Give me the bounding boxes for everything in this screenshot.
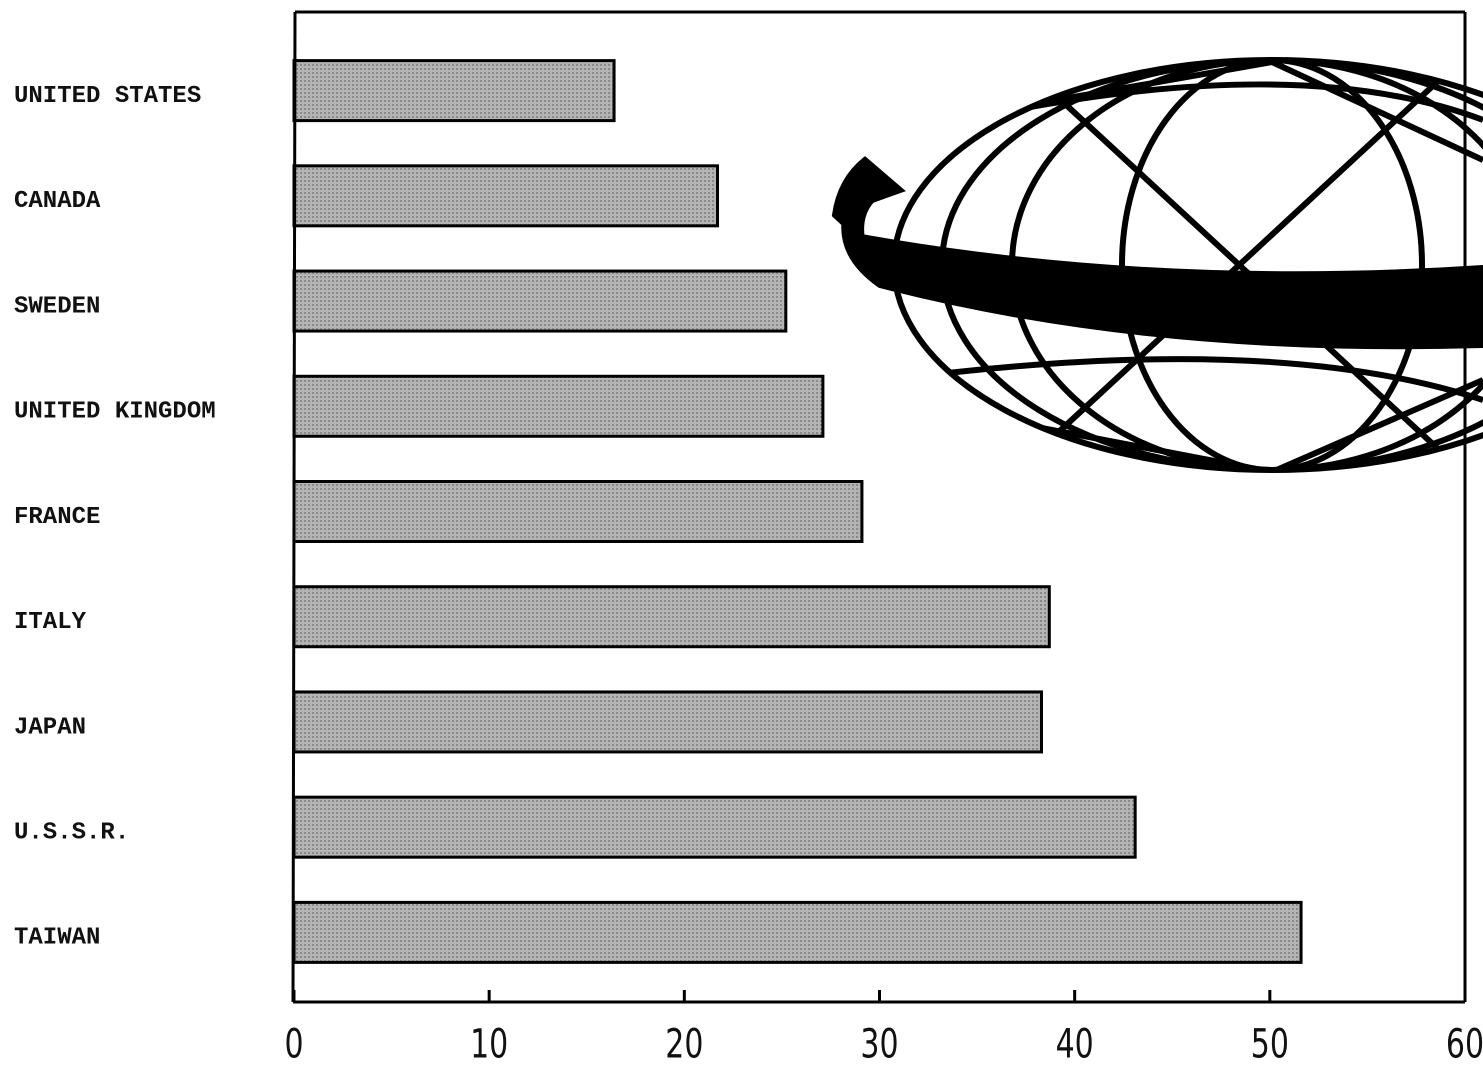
category-label: SWEDEN bbox=[14, 293, 100, 320]
category-label: U.S.S.R. bbox=[14, 820, 129, 847]
x-tick-label: 30 bbox=[860, 1021, 898, 1067]
bar bbox=[292, 164, 720, 228]
bar bbox=[292, 690, 1043, 754]
bar bbox=[292, 795, 1137, 859]
bar bbox=[292, 480, 864, 543]
bar bbox=[292, 269, 788, 333]
bars bbox=[292, 59, 1303, 964]
x-tick-label: 60 bbox=[1446, 1021, 1483, 1067]
x-tick-label: 50 bbox=[1251, 1021, 1289, 1067]
bar bbox=[292, 585, 1051, 649]
globe-illustration bbox=[831, 57, 1483, 473]
x-tick-label: 10 bbox=[470, 1021, 508, 1067]
category-label: FRANCE bbox=[14, 504, 100, 531]
category-label: TAIWAN bbox=[14, 925, 100, 952]
bar bbox=[292, 900, 1303, 964]
category-label: ITALY bbox=[14, 609, 87, 636]
x-tick-label: 20 bbox=[665, 1021, 703, 1067]
x-tick-label: 0 bbox=[284, 1021, 303, 1067]
category-label: UNITED STATES bbox=[14, 83, 201, 110]
bar bbox=[292, 59, 616, 123]
category-label: UNITED KINGDOM bbox=[14, 399, 216, 426]
category-label: CANADA bbox=[14, 188, 101, 215]
category-label: JAPAN bbox=[14, 714, 86, 741]
bar bbox=[292, 374, 825, 438]
x-tick-label: 40 bbox=[1056, 1021, 1094, 1067]
